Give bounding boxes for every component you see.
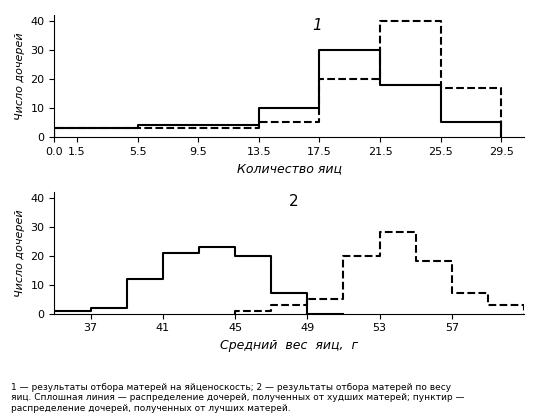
Y-axis label: Число дочерей: Число дочерей xyxy=(15,32,25,120)
Text: 2: 2 xyxy=(289,194,299,209)
X-axis label: Средний  вес  яиц,  г: Средний вес яиц, г xyxy=(220,339,358,352)
X-axis label: Количество яиц: Количество яиц xyxy=(237,162,342,175)
Y-axis label: Число дочерей: Число дочерей xyxy=(15,209,25,296)
Text: 1 — результаты отбора матерей на яйценоскость; 2 — результаты отбора матерей по : 1 — результаты отбора матерей на яйценос… xyxy=(11,383,464,413)
Text: 1: 1 xyxy=(313,18,322,33)
